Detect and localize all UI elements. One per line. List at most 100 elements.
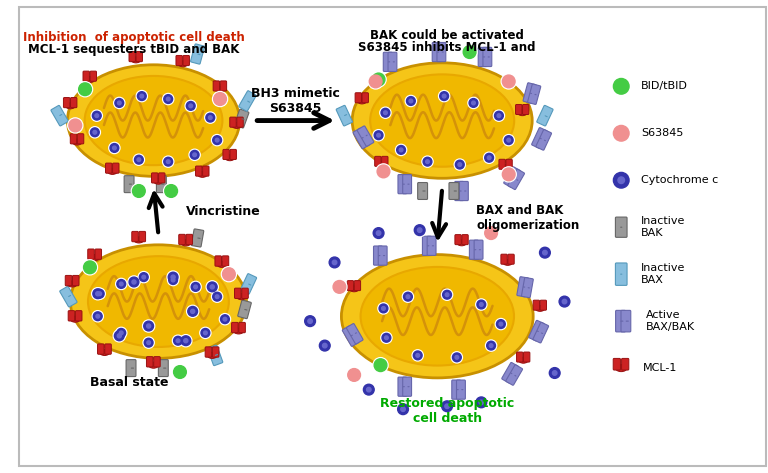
Circle shape — [181, 336, 190, 346]
FancyBboxPatch shape — [402, 175, 412, 194]
Circle shape — [403, 292, 412, 301]
FancyBboxPatch shape — [104, 344, 111, 354]
Ellipse shape — [518, 357, 528, 363]
Circle shape — [485, 153, 494, 162]
Circle shape — [98, 292, 101, 296]
Circle shape — [496, 320, 505, 328]
Ellipse shape — [615, 365, 627, 372]
Circle shape — [372, 227, 385, 240]
FancyBboxPatch shape — [190, 44, 204, 64]
Circle shape — [413, 351, 422, 360]
FancyArrowPatch shape — [198, 54, 200, 55]
Circle shape — [303, 315, 316, 328]
Ellipse shape — [148, 362, 158, 368]
Circle shape — [116, 327, 127, 339]
FancyBboxPatch shape — [523, 83, 536, 103]
FancyBboxPatch shape — [357, 126, 374, 146]
Circle shape — [132, 280, 136, 284]
Circle shape — [452, 353, 462, 362]
Circle shape — [117, 328, 126, 337]
Circle shape — [374, 131, 383, 140]
Circle shape — [169, 276, 177, 284]
Circle shape — [333, 260, 337, 265]
Circle shape — [164, 95, 173, 104]
FancyBboxPatch shape — [459, 182, 468, 201]
Circle shape — [559, 296, 570, 307]
FancyBboxPatch shape — [347, 280, 353, 290]
FancyBboxPatch shape — [88, 249, 94, 259]
Circle shape — [377, 165, 390, 178]
Circle shape — [475, 299, 487, 310]
FancyArrowPatch shape — [351, 335, 353, 336]
Circle shape — [163, 94, 174, 105]
Circle shape — [173, 365, 187, 379]
Circle shape — [505, 136, 513, 145]
Circle shape — [95, 114, 98, 117]
Circle shape — [308, 319, 313, 324]
Circle shape — [538, 246, 551, 259]
FancyBboxPatch shape — [455, 182, 464, 201]
Circle shape — [91, 110, 102, 121]
Ellipse shape — [65, 103, 75, 109]
Circle shape — [503, 134, 515, 146]
FancyBboxPatch shape — [613, 359, 621, 370]
Circle shape — [549, 368, 560, 378]
FancyBboxPatch shape — [504, 167, 521, 187]
Circle shape — [84, 261, 96, 274]
Circle shape — [397, 146, 406, 154]
FancyBboxPatch shape — [158, 359, 168, 377]
Circle shape — [119, 282, 123, 286]
FancyBboxPatch shape — [398, 377, 407, 396]
FancyBboxPatch shape — [242, 288, 248, 298]
Circle shape — [91, 128, 99, 137]
Circle shape — [139, 273, 148, 281]
FancyBboxPatch shape — [437, 43, 445, 61]
Circle shape — [373, 228, 384, 238]
FancyBboxPatch shape — [78, 134, 84, 144]
Circle shape — [318, 339, 331, 352]
Circle shape — [497, 114, 501, 117]
FancyBboxPatch shape — [615, 263, 627, 285]
Text: Inactive
BAK: Inactive BAK — [641, 217, 685, 238]
Circle shape — [94, 288, 105, 299]
FancyBboxPatch shape — [179, 234, 185, 245]
Circle shape — [189, 104, 193, 108]
Circle shape — [371, 72, 386, 87]
Ellipse shape — [370, 74, 515, 167]
FancyBboxPatch shape — [234, 109, 249, 128]
Circle shape — [213, 91, 227, 106]
FancyBboxPatch shape — [191, 229, 204, 247]
FancyBboxPatch shape — [234, 288, 241, 298]
Circle shape — [502, 75, 515, 88]
FancyArrowPatch shape — [242, 119, 244, 120]
Ellipse shape — [501, 165, 511, 170]
FancyBboxPatch shape — [124, 175, 134, 193]
Text: Active
BAX/BAK: Active BAX/BAK — [646, 310, 695, 332]
FancyBboxPatch shape — [203, 166, 209, 176]
Circle shape — [442, 94, 446, 98]
Circle shape — [485, 340, 497, 351]
Circle shape — [190, 281, 201, 292]
Ellipse shape — [217, 262, 227, 267]
FancyArrowPatch shape — [68, 296, 71, 297]
Circle shape — [213, 136, 221, 145]
FancyBboxPatch shape — [83, 71, 89, 81]
Circle shape — [333, 280, 346, 293]
Circle shape — [445, 404, 449, 409]
Circle shape — [439, 90, 450, 102]
Circle shape — [487, 341, 495, 350]
Ellipse shape — [357, 98, 366, 104]
FancyBboxPatch shape — [154, 357, 161, 367]
Circle shape — [485, 227, 498, 239]
FancyBboxPatch shape — [383, 52, 392, 71]
FancyBboxPatch shape — [353, 128, 369, 149]
Circle shape — [425, 160, 429, 164]
Circle shape — [502, 167, 516, 182]
FancyBboxPatch shape — [151, 173, 158, 183]
Circle shape — [484, 152, 495, 163]
Circle shape — [173, 335, 184, 346]
FancyBboxPatch shape — [147, 357, 153, 367]
Ellipse shape — [207, 352, 217, 359]
Circle shape — [369, 75, 382, 88]
Ellipse shape — [90, 254, 100, 261]
